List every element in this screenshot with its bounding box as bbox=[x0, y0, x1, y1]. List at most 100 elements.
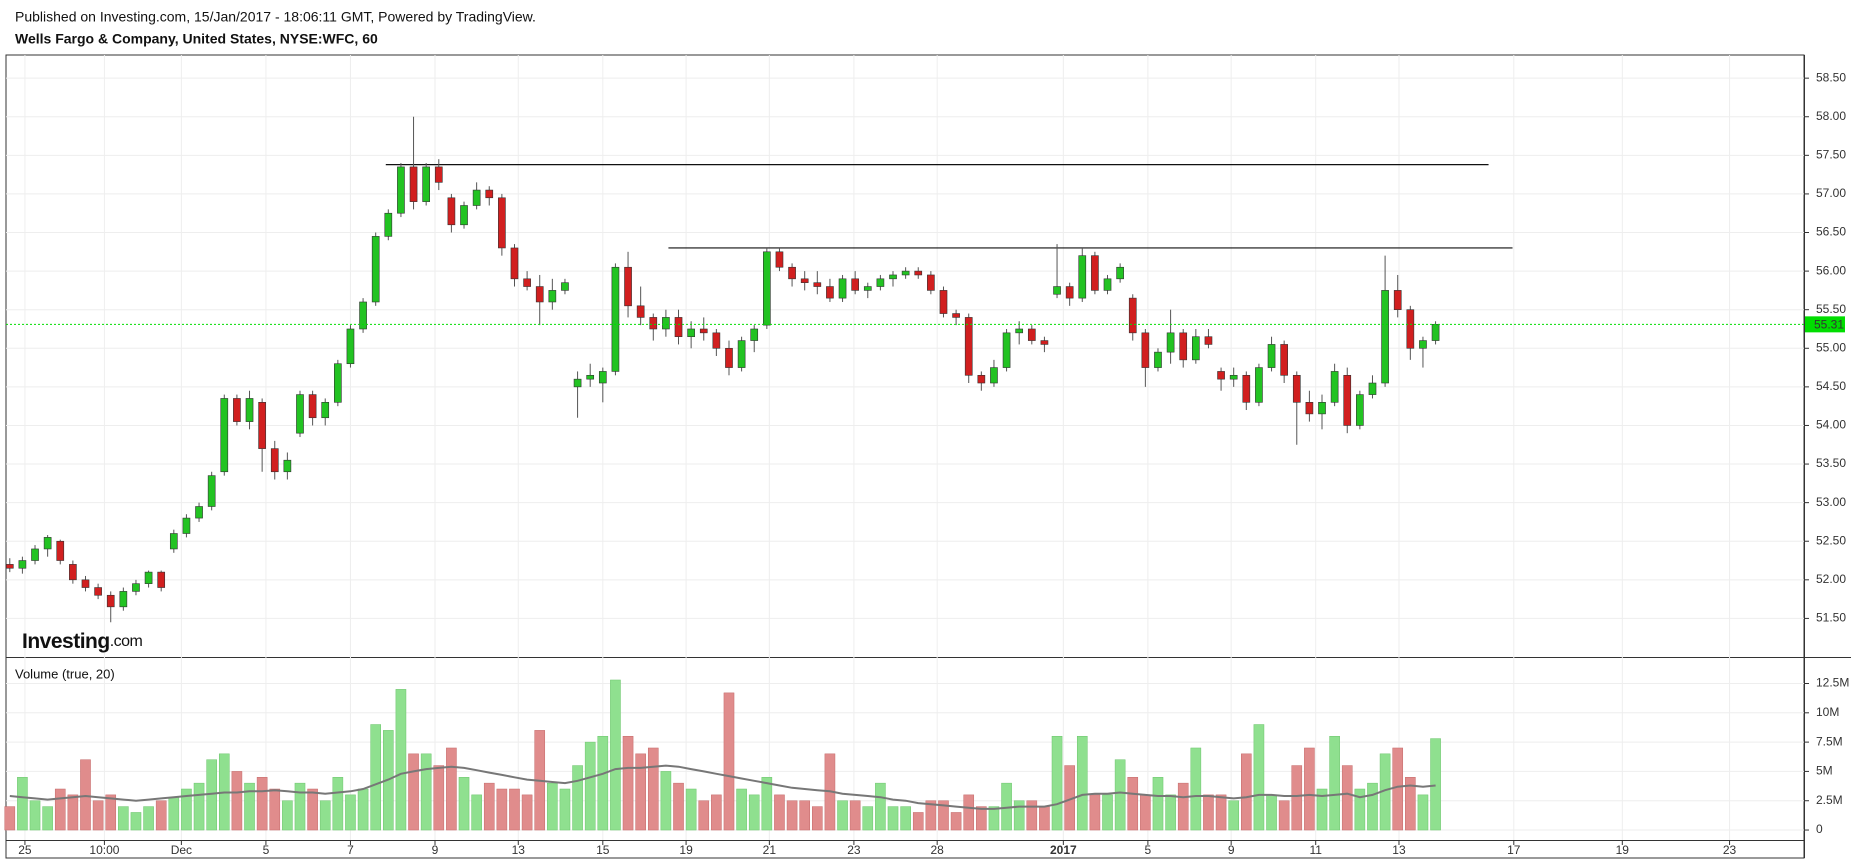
candle-body bbox=[813, 282, 822, 287]
candle-body bbox=[43, 537, 52, 550]
volume-bar bbox=[849, 800, 861, 831]
volume-bar bbox=[1152, 777, 1164, 831]
volume-bar bbox=[1405, 777, 1416, 831]
candle-body bbox=[990, 367, 998, 384]
published-note: Published on Investing.com, 15/Jan/2017 … bbox=[15, 9, 536, 25]
y-tick-label: 54.50 bbox=[1816, 379, 1846, 393]
candle-body bbox=[18, 560, 27, 569]
volume-bar bbox=[1165, 794, 1176, 831]
candle-body bbox=[1292, 374, 1301, 403]
candle-body bbox=[1318, 402, 1326, 415]
candle-body bbox=[119, 591, 128, 608]
volume-bar bbox=[1089, 794, 1101, 831]
candle-body bbox=[964, 317, 973, 376]
candle-body bbox=[258, 402, 266, 449]
candle-body bbox=[1356, 394, 1364, 426]
candle-body bbox=[1053, 286, 1061, 295]
candle-body bbox=[1280, 344, 1288, 376]
volume-bar bbox=[509, 788, 520, 831]
candle-body bbox=[1393, 290, 1402, 310]
volume-bar bbox=[1341, 765, 1353, 831]
volume-bar bbox=[786, 800, 798, 831]
x-tick-label: 28 bbox=[930, 843, 944, 857]
volume-bar bbox=[912, 812, 924, 831]
y-tick-label: 58.00 bbox=[1816, 109, 1846, 123]
volume-bar bbox=[105, 794, 117, 831]
x-tick-label: 13 bbox=[1392, 843, 1406, 857]
volume-bar bbox=[698, 800, 710, 831]
volume-bar bbox=[963, 794, 975, 831]
candle-body bbox=[863, 286, 872, 291]
candle-body bbox=[636, 305, 645, 318]
candle-body bbox=[1002, 332, 1011, 368]
volume-bar bbox=[572, 765, 583, 831]
y-tick-label: 53.00 bbox=[1816, 495, 1846, 509]
y-tick-label: 12.5M bbox=[1816, 676, 1849, 690]
volume-bar bbox=[345, 794, 356, 831]
volume-bar bbox=[837, 800, 848, 831]
candle-body bbox=[56, 540, 65, 561]
x-tick-label: 11 bbox=[1309, 843, 1322, 857]
candle-body bbox=[838, 278, 847, 299]
candle-body bbox=[296, 394, 304, 434]
candle-body bbox=[460, 205, 468, 226]
volume-bar bbox=[1215, 794, 1227, 831]
volume-bar bbox=[925, 800, 937, 831]
candle-body bbox=[750, 328, 759, 341]
candle-body bbox=[1242, 374, 1251, 403]
volume-bar bbox=[168, 796, 180, 831]
volume-bar bbox=[143, 806, 154, 831]
candle-body bbox=[157, 571, 166, 588]
volume-bar bbox=[761, 777, 773, 831]
volume-bar bbox=[231, 771, 243, 831]
volume-bar bbox=[1177, 782, 1189, 831]
candle-body bbox=[334, 363, 342, 403]
candle-body bbox=[611, 266, 620, 372]
candle-body bbox=[1204, 336, 1213, 345]
logo-suffix: .com bbox=[110, 633, 143, 650]
volume-bar bbox=[635, 753, 646, 831]
volume-bar bbox=[1076, 735, 1088, 831]
candle-body bbox=[889, 274, 897, 280]
x-tick-label: 7 bbox=[347, 843, 354, 857]
volume-bar bbox=[685, 788, 697, 831]
candle-body bbox=[144, 571, 153, 584]
volume-bar bbox=[950, 812, 962, 831]
volume-bar bbox=[1241, 753, 1252, 831]
candle-body bbox=[1217, 371, 1225, 380]
volume-bar bbox=[1278, 800, 1290, 831]
volume-bar bbox=[332, 777, 344, 831]
candle-body bbox=[927, 274, 935, 291]
candle-body bbox=[939, 290, 948, 314]
y-tick-label: 52.50 bbox=[1816, 533, 1846, 547]
volume-bar bbox=[294, 782, 306, 831]
volume-bar bbox=[900, 806, 911, 831]
candle-body bbox=[1381, 290, 1389, 384]
volume-bar bbox=[673, 782, 684, 831]
candle-body bbox=[699, 328, 708, 334]
candle-body bbox=[1255, 367, 1263, 403]
candle-body bbox=[371, 236, 380, 303]
x-tick-label: 10:00 bbox=[89, 843, 119, 857]
volume-bar bbox=[799, 800, 810, 831]
candle-body bbox=[1091, 255, 1099, 291]
axis-divider bbox=[1804, 55, 1805, 858]
candle-body bbox=[662, 317, 670, 330]
volume-bar bbox=[622, 735, 634, 831]
candle-body bbox=[434, 166, 443, 183]
x-tick-label: 19 bbox=[679, 843, 693, 857]
candle-body bbox=[1166, 332, 1175, 353]
y-tick-label: 5M bbox=[1816, 764, 1833, 778]
candle-body bbox=[1154, 351, 1162, 368]
volume-bar bbox=[812, 806, 823, 831]
volume-bar bbox=[597, 735, 609, 831]
volume-title: Volume (true, 20) bbox=[15, 666, 115, 681]
x-tick-label: 21 bbox=[763, 843, 777, 857]
volume-bar bbox=[282, 800, 293, 831]
y-tick-label: 56.50 bbox=[1816, 225, 1846, 239]
x-tick-label: 15 bbox=[596, 843, 610, 857]
y-tick-label: 54.00 bbox=[1816, 418, 1846, 432]
volume-bar bbox=[887, 806, 899, 831]
candle-body bbox=[94, 587, 102, 596]
candle-body bbox=[1128, 297, 1137, 334]
